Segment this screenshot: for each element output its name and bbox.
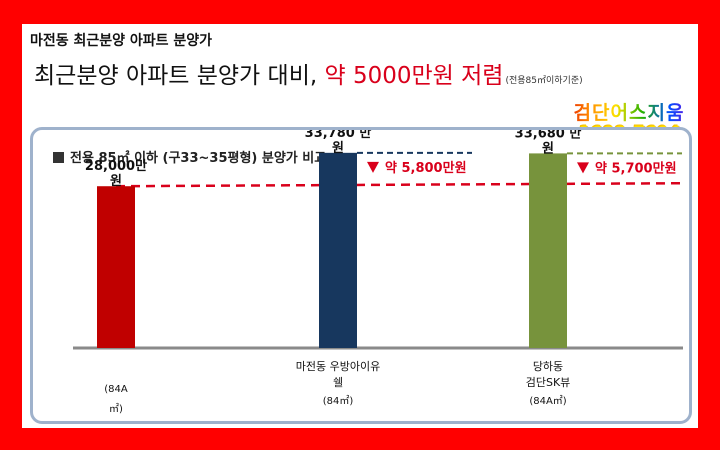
- page-headline: 최근분양 아파트 분양가 대비, 약 5000만원 저렴 (전용85㎡이하기준): [34, 56, 583, 90]
- bar-1-value-unit: 원: [110, 174, 122, 189]
- bar-3: [529, 153, 567, 348]
- category-label-3: 당하동: [533, 359, 563, 373]
- chart-title-text: 전용 85㎡ 이하 (구33~35평형) 분양가 비교: [70, 151, 327, 166]
- category-label-3-line2: 검단SK뷰: [526, 376, 571, 389]
- page-subtitle: 마전동 최근분양 아파트 분양가: [30, 33, 213, 49]
- legend-square-icon: [53, 152, 64, 163]
- chart-panel: 전용 85㎡ 이하 (구33~35평형) 분양가 비교 28,000만 원 (84A…: [30, 127, 692, 424]
- down-triangle-icon: [367, 161, 379, 173]
- bar-2-value-unit: 원: [332, 141, 344, 156]
- category-size-2: (84㎡): [323, 395, 354, 407]
- bar-2: [319, 152, 357, 348]
- chart-title: 전용 85㎡ 이하 (구33~35평형) 분양가 비교: [53, 150, 363, 168]
- category-label-2: 마전동 우방아이유: [296, 360, 380, 373]
- category-label-2-line2: 쉘: [333, 376, 343, 389]
- difference-label-2: 약 5,700만원: [595, 160, 677, 176]
- bar-3-value-label: 33,680 만: [515, 130, 582, 141]
- bar-1-value-label: 28,000만: [85, 158, 147, 174]
- down-triangle-icon: [577, 162, 589, 174]
- headline-main: 최근분양 아파트 분양가 대비,: [34, 63, 318, 89]
- category-size-1: (84A: [104, 384, 128, 395]
- headline-highlight: 약 5000만원 저렴: [324, 63, 504, 89]
- category-size-1-line2: ㎡): [109, 403, 123, 415]
- brand-name: 검단어스지움: [562, 98, 696, 125]
- difference-label-1: 약 5,800만원: [385, 160, 467, 176]
- bar-1: [97, 186, 135, 348]
- category-size-3: (84A㎡): [529, 395, 566, 407]
- bar-2-value-label: 33,780 만: [305, 130, 372, 141]
- bar-3-value-unit: 원: [542, 141, 554, 156]
- frame-sheet: 마전동 최근분양 아파트 분양가 최근분양 아파트 분양가 대비, 약 5000…: [22, 24, 698, 428]
- reference-dashed-line: [115, 181, 684, 188]
- headline-note: (전용85㎡이하기준): [505, 76, 583, 86]
